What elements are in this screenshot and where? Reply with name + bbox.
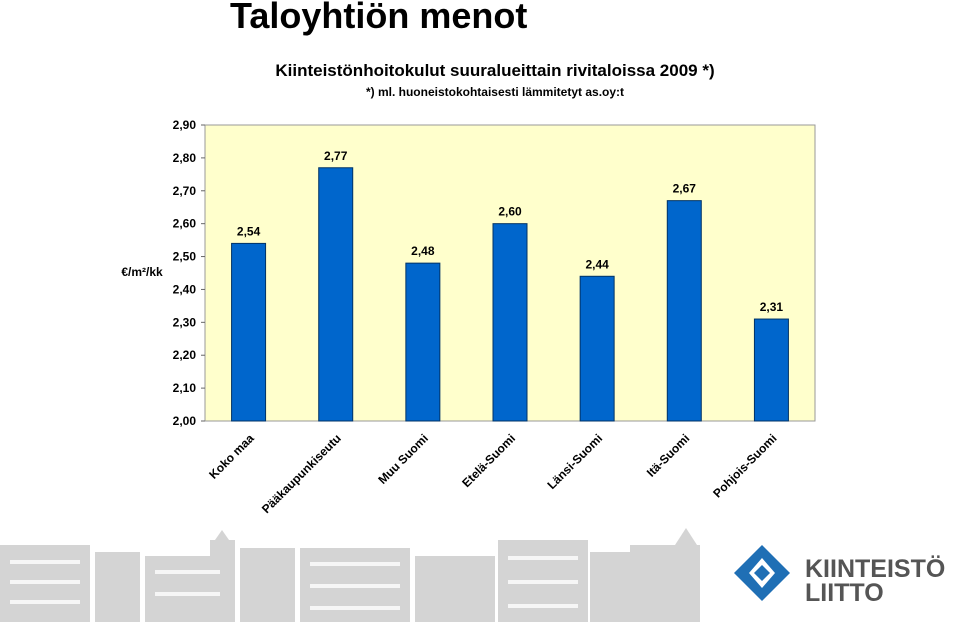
y-tick-label: 2,80 — [173, 151, 197, 165]
x-tick-label: Pohjois-Suomi — [710, 431, 779, 500]
bar — [492, 223, 528, 422]
y-axis-label: €/m²/kk — [121, 265, 163, 279]
logo: KIINTEISTÖ LIITTO — [734, 545, 945, 607]
x-tick-label: Koko maa — [206, 431, 257, 482]
data-label: 2,77 — [324, 149, 348, 163]
data-label: 2,31 — [760, 300, 784, 314]
y-tick-label: 2,00 — [173, 414, 197, 428]
chart-subtitle: *) ml. huoneistokohtaisesti lämmitetyt a… — [366, 85, 624, 99]
bar — [318, 167, 354, 422]
logo-text: KIINTEISTÖ — [805, 554, 945, 583]
bar — [405, 262, 441, 422]
bar — [666, 200, 702, 422]
y-tick-label: 2,20 — [173, 348, 197, 362]
data-label: 2,60 — [498, 205, 522, 219]
x-tick-label: Pääkaupunkiseutu — [259, 431, 344, 516]
data-label: 2,67 — [673, 182, 697, 196]
y-tick-label: 2,10 — [173, 381, 197, 395]
data-label: 2,48 — [411, 244, 435, 258]
skyline-windows — [10, 556, 578, 610]
bar — [231, 242, 267, 422]
x-tick-label: Muu Suomi — [375, 431, 431, 487]
y-tick-label: 2,30 — [173, 315, 197, 329]
x-tick-label: Länsi-Suomi — [544, 431, 605, 492]
y-tick-label: 2,90 — [173, 118, 197, 132]
y-tick-label: 2,60 — [173, 217, 197, 231]
y-tick-label: 2,50 — [173, 250, 197, 264]
data-label: 2,54 — [237, 224, 261, 238]
data-label: 2,44 — [585, 257, 609, 271]
page-title: Taloyhtiön menot — [230, 0, 527, 36]
chart-title: Kiinteistönhoitokulut suuralueittain riv… — [275, 61, 714, 80]
x-tick-label: Itä-Suomi — [644, 431, 693, 480]
logo-text: LIITTO — [805, 579, 884, 607]
bar — [579, 275, 615, 422]
y-tick-label: 2,70 — [173, 184, 197, 198]
y-tick-label: 2,40 — [173, 282, 197, 296]
bar — [753, 318, 789, 422]
x-tick-label: Etelä-Suomi — [459, 431, 518, 490]
